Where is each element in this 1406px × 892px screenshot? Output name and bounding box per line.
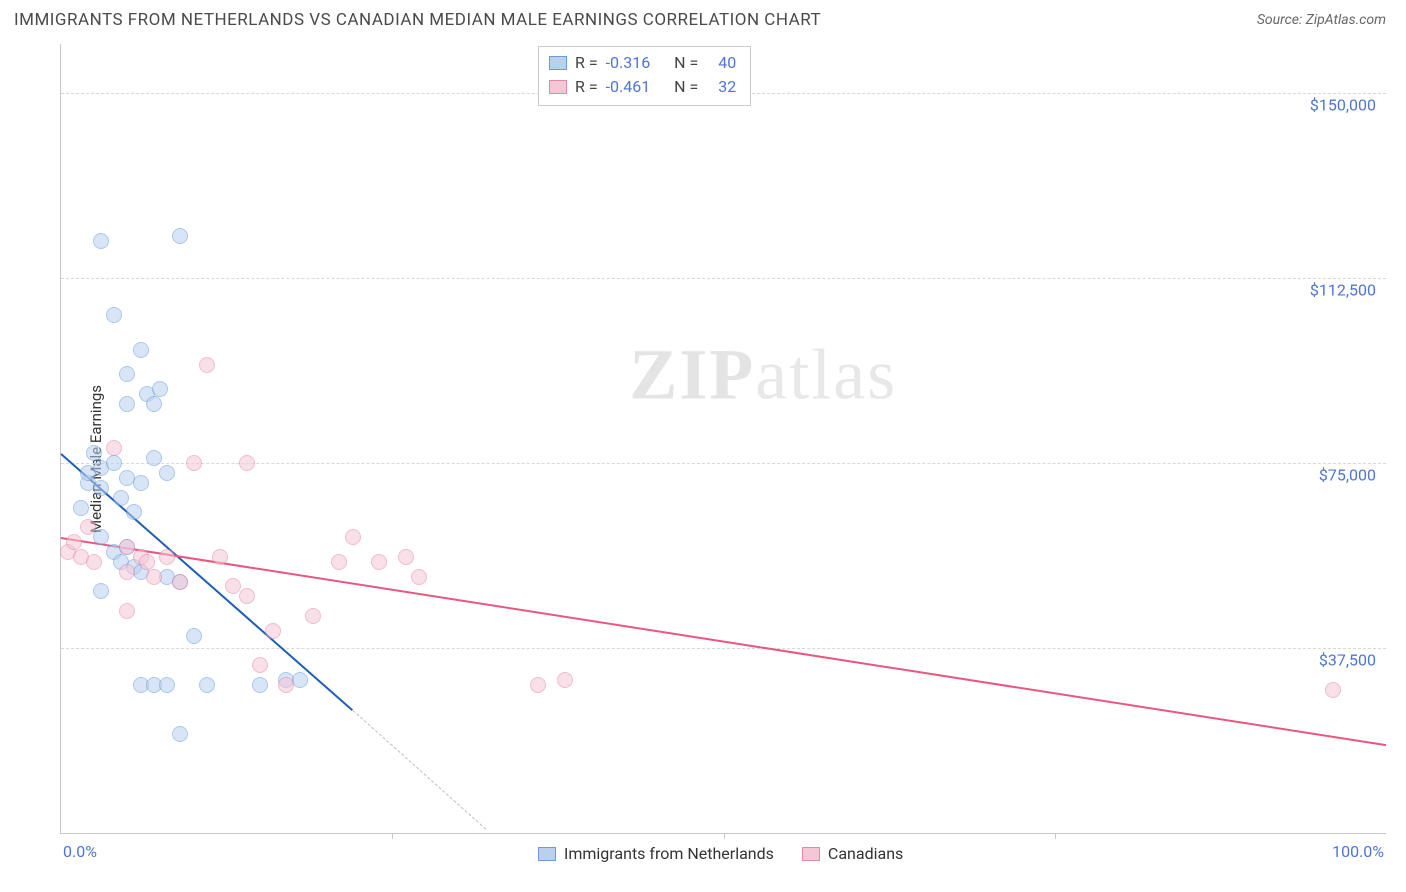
- swatch-series1-b: [538, 847, 556, 861]
- data-point: [119, 366, 135, 382]
- data-point: [159, 465, 175, 481]
- data-point: [86, 554, 102, 570]
- stats-legend-box: R = -0.316 N = 40 R = -0.461 N = 32: [538, 46, 751, 106]
- data-point: [199, 677, 215, 693]
- swatch-series2: [549, 80, 567, 94]
- data-point: [252, 677, 268, 693]
- data-point: [265, 623, 281, 639]
- x-tick-mark: [724, 833, 725, 839]
- trend-line: [61, 537, 1386, 746]
- data-point: [239, 455, 255, 471]
- data-point: [278, 677, 294, 693]
- data-point: [345, 529, 361, 545]
- data-point: [172, 574, 188, 590]
- data-point: [186, 628, 202, 644]
- n-value-series2: 32: [718, 75, 736, 99]
- data-point: [146, 396, 162, 412]
- data-point: [126, 504, 142, 520]
- data-point: [119, 396, 135, 412]
- r-value-series1: -0.316: [606, 51, 651, 75]
- trend-line: [352, 710, 485, 829]
- data-point: [86, 445, 102, 461]
- data-point: [331, 554, 347, 570]
- legend-label-series1: Immigrants from Netherlands: [564, 844, 774, 863]
- source-credit: Source: ZipAtlas.com: [1257, 12, 1386, 28]
- data-point: [66, 534, 82, 550]
- y-tick-label: $150,000: [1310, 96, 1376, 115]
- watermark-text: ZIPatlas: [629, 334, 897, 417]
- gridline-h: [61, 648, 1386, 649]
- gridline-h: [61, 278, 1386, 279]
- data-point: [239, 588, 255, 604]
- header-row: IMMIGRANTS FROM NETHERLANDS VS CANADIAN …: [0, 0, 1406, 36]
- data-point: [106, 307, 122, 323]
- n-value-series1: 40: [718, 51, 736, 75]
- data-point: [93, 529, 109, 545]
- r-value-series2: -0.461: [606, 75, 651, 99]
- data-point: [106, 440, 122, 456]
- data-point: [119, 564, 135, 580]
- stats-row-series1: R = -0.316 N = 40: [549, 51, 736, 75]
- chart-title: IMMIGRANTS FROM NETHERLANDS VS CANADIAN …: [14, 10, 821, 30]
- data-point: [133, 475, 149, 491]
- data-point: [113, 490, 129, 506]
- legend-item-series2: Canadians: [802, 844, 903, 863]
- data-point: [93, 233, 109, 249]
- data-point: [398, 549, 414, 565]
- swatch-series1: [549, 56, 567, 70]
- data-point: [172, 228, 188, 244]
- gridline-h: [61, 463, 1386, 464]
- data-point: [212, 549, 228, 565]
- data-point: [199, 357, 215, 373]
- data-point: [305, 608, 321, 624]
- stats-row-series2: R = -0.461 N = 32: [549, 75, 736, 99]
- data-point: [252, 657, 268, 673]
- x-tick-mark: [1055, 833, 1056, 839]
- data-point: [146, 450, 162, 466]
- series-legend: Immigrants from Netherlands Canadians: [538, 844, 903, 863]
- data-point: [73, 500, 89, 516]
- data-point: [186, 455, 202, 471]
- x-tick-min: 0.0%: [63, 842, 97, 861]
- data-point: [152, 381, 168, 397]
- y-tick-label: $75,000: [1319, 466, 1376, 485]
- y-tick-label: $112,500: [1310, 281, 1376, 300]
- legend-item-series1: Immigrants from Netherlands: [538, 844, 774, 863]
- data-point: [119, 603, 135, 619]
- plot-area: ZIPatlas R = -0.316 N = 40 R = -0.461 N …: [60, 44, 1386, 834]
- data-point: [93, 480, 109, 496]
- swatch-series2-b: [802, 847, 820, 861]
- data-point: [146, 569, 162, 585]
- x-tick-mark: [392, 833, 393, 839]
- y-tick-label: $37,500: [1319, 651, 1376, 670]
- data-point: [411, 569, 427, 585]
- data-point: [133, 342, 149, 358]
- data-point: [159, 677, 175, 693]
- data-point: [93, 583, 109, 599]
- data-point: [1325, 682, 1341, 698]
- data-point: [172, 726, 188, 742]
- data-point: [139, 554, 155, 570]
- chart-container: Median Male Earnings ZIPatlas R = -0.316…: [14, 40, 1392, 878]
- x-tick-max: 100.0%: [1332, 842, 1384, 861]
- data-point: [530, 677, 546, 693]
- legend-label-series2: Canadians: [828, 844, 903, 863]
- data-point: [371, 554, 387, 570]
- data-point: [159, 549, 175, 565]
- data-point: [80, 519, 96, 535]
- data-point: [106, 455, 122, 471]
- data-point: [557, 672, 573, 688]
